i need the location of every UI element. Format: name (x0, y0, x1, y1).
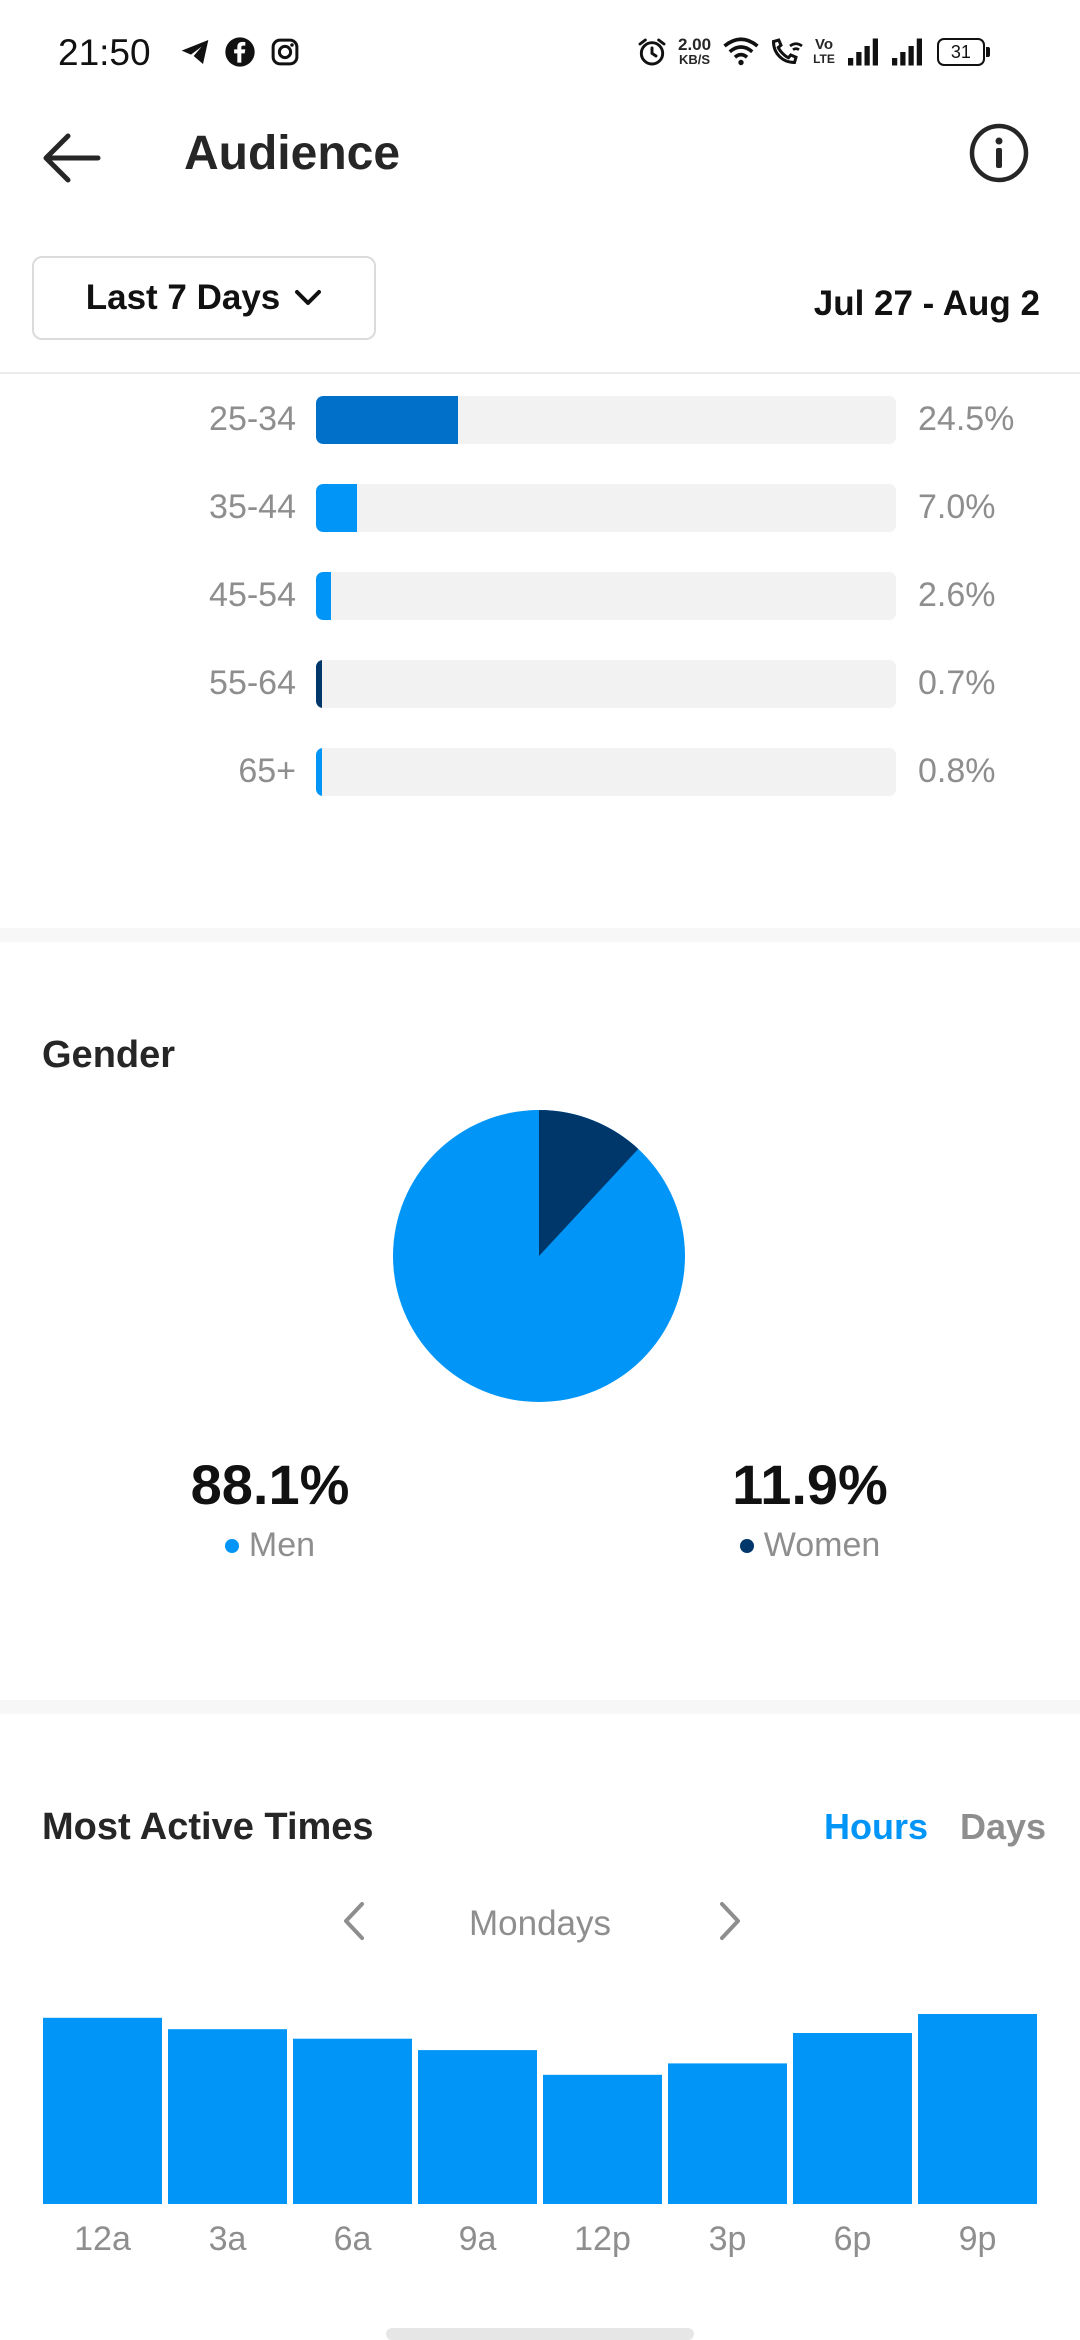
chevron-left-icon[interactable] (334, 1896, 374, 1946)
instagram-icon (271, 38, 299, 66)
chevron-down-icon (295, 290, 322, 305)
most-active-hours-chart: 12a 3a 6a 9a 12p 3p 6p 9p (43, 2014, 1037, 2258)
men-legend-label: Men (248, 1526, 316, 1564)
status-system-icons: 2.00 KB/S Vo LTE 31 (636, 35, 990, 68)
hour-tick-label: 12a (74, 2220, 131, 2258)
date-range-dropdown[interactable]: Last 7 Days (32, 256, 376, 340)
age-row-value: 2.6% (918, 576, 996, 614)
date-range-text: Jul 27 - Aug 2 (813, 284, 1040, 323)
women-legend-label: Women (763, 1526, 881, 1564)
home-indicator (386, 2328, 694, 2340)
age-row: 45-54 2.6% (0, 572, 1080, 620)
age-row: 25-34 24.5% (0, 396, 1080, 444)
hour-tick-label: 3p (709, 2220, 747, 2258)
signal-icon-sim2 (891, 38, 922, 66)
most-active-title: Most Active Times (42, 1806, 374, 1848)
men-percentage: 88.1% (190, 1453, 350, 1516)
age-row-fill (316, 572, 332, 620)
wifi-icon (723, 37, 759, 66)
hour-bar-12a (43, 2017, 162, 2204)
hour-bar-3a (168, 2029, 287, 2204)
day-selector-label: Mondays (468, 1904, 612, 1943)
hour-tick-label: 12p (574, 2220, 631, 2258)
facebook-icon (225, 37, 255, 67)
age-row-track (316, 748, 896, 796)
header-divider (0, 372, 1080, 374)
age-row: 65+ 0.8% (0, 748, 1080, 796)
status-time: 21:50 (58, 32, 151, 73)
age-row-track (316, 660, 896, 708)
age-row-value: 7.0% (918, 488, 996, 526)
hour-bar-6p (793, 2033, 912, 2204)
age-row-label: 55-64 (209, 664, 296, 702)
age-row-label: 25-34 (209, 400, 296, 438)
volte-top: Vo (814, 36, 834, 53)
hour-bar-9a (418, 2050, 537, 2204)
men-legend-dot (224, 1538, 239, 1553)
tab-days[interactable]: Days (960, 1806, 1047, 1847)
age-row-fill (316, 484, 357, 532)
age-row-fill (316, 660, 322, 708)
hour-bar-3p (668, 2063, 787, 2204)
age-row: 35-44 7.0% (0, 484, 1080, 532)
men-legend: Men (90, 1526, 450, 1565)
hour-tick-label: 9a (459, 2220, 497, 2258)
gender-section-title: Gender (42, 1034, 176, 1076)
info-icon[interactable] (968, 122, 1030, 184)
age-row-label: 65+ (238, 752, 296, 790)
alarm-icon (638, 38, 666, 66)
network-speed-value: 2.00 (678, 35, 712, 54)
age-row: 55-64 0.7% (0, 660, 1080, 708)
section-divider (0, 928, 1080, 942)
hour-bar-6a (293, 2038, 412, 2204)
volte-bottom: LTE (813, 52, 835, 66)
telegram-icon (181, 40, 209, 64)
age-row-fill (316, 396, 459, 444)
age-row-track (316, 484, 896, 532)
hour-bar-9p (918, 2014, 1037, 2204)
hour-tick-label: 9p (959, 2220, 997, 2258)
age-row-fill (316, 748, 322, 796)
battery-icon: 31 (936, 38, 990, 66)
hour-tick-label: 3a (209, 2220, 247, 2258)
age-row-value: 24.5% (918, 400, 1015, 438)
gender-pie-chart (393, 1110, 685, 1402)
age-row-value: 0.7% (918, 664, 996, 702)
network-speed-unit: KB/S (679, 52, 711, 67)
network-speed: 2.00 KB/S (678, 35, 712, 67)
back-arrow-icon[interactable] (40, 130, 104, 186)
section-divider (0, 1700, 1080, 1714)
age-row-track (316, 396, 896, 444)
signal-icon-sim1 (847, 38, 878, 66)
status-app-icons (178, 36, 300, 68)
pie-slice-women (539, 1110, 639, 1256)
women-percentage: 11.9% (732, 1453, 888, 1516)
age-row-value: 0.8% (918, 752, 996, 790)
hour-bar-12p (543, 2074, 662, 2204)
hour-tick-label: 6a (334, 2220, 372, 2258)
page-title: Audience (184, 127, 401, 180)
date-range-dropdown-label: Last 7 Days (85, 278, 281, 317)
chevron-right-icon[interactable] (710, 1896, 750, 1946)
tab-hours[interactable]: Hours (824, 1806, 929, 1847)
volte-indicator: Vo LTE (813, 36, 835, 66)
age-row-track (316, 572, 896, 620)
wifi-calling-icon (772, 38, 803, 65)
battery-level: 31 (950, 41, 971, 62)
hour-tick-label: 6p (834, 2220, 872, 2258)
age-row-label: 45-54 (209, 576, 296, 614)
women-legend: Women (630, 1526, 990, 1565)
age-row-label: 35-44 (209, 488, 296, 526)
women-legend-dot (739, 1538, 754, 1553)
